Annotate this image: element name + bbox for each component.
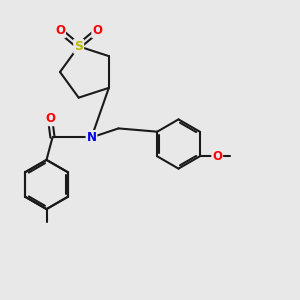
Text: O: O xyxy=(92,24,102,37)
Text: S: S xyxy=(74,40,83,53)
Text: O: O xyxy=(45,112,55,125)
Text: N: N xyxy=(86,131,97,144)
Text: O: O xyxy=(212,150,222,163)
Text: O: O xyxy=(55,24,65,37)
